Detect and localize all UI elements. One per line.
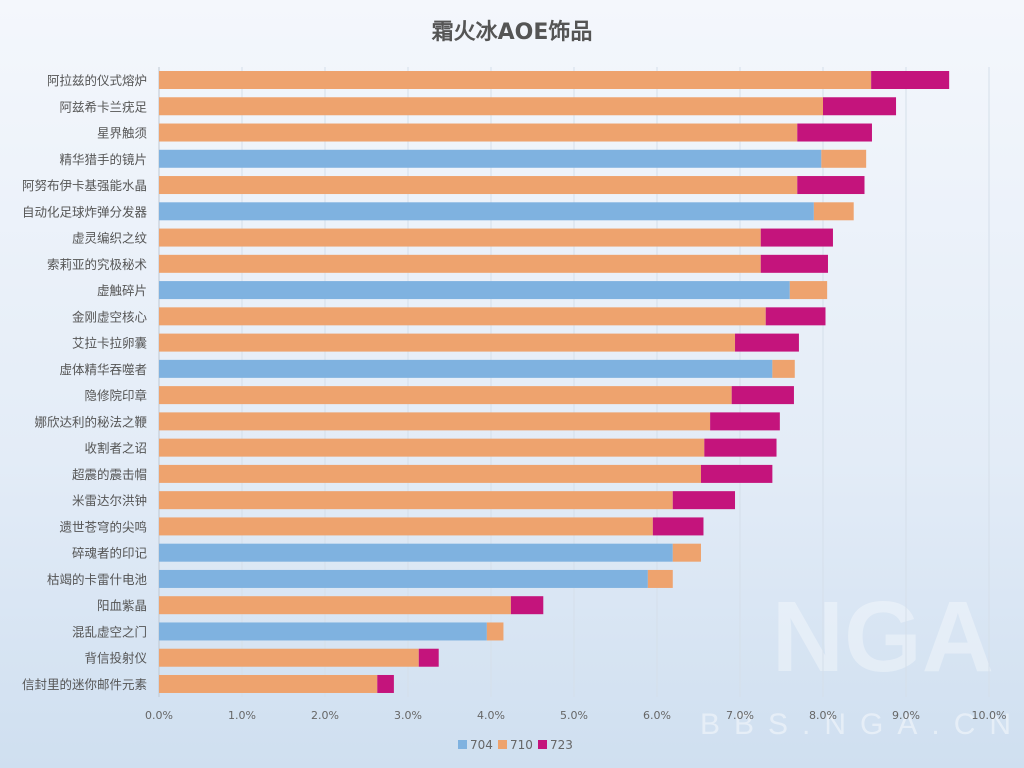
bar-710 (159, 386, 732, 405)
bar-710 (159, 333, 736, 352)
y-tick-label: 收割者之诏 (84, 441, 147, 456)
bar-723 (760, 228, 833, 247)
bar-710 (159, 176, 798, 195)
watermark-url: BBS.NGA.CN (700, 708, 1024, 741)
bar-710 (159, 307, 766, 326)
bar-710 (159, 596, 511, 615)
bar-704 (159, 622, 487, 641)
bar-710 (159, 491, 673, 510)
x-tick-label: 1.0% (228, 709, 256, 722)
y-tick-label: 背信投射仪 (84, 651, 147, 666)
bar-723 (871, 71, 950, 89)
bar-710 (159, 228, 761, 247)
x-tick-label: 9.0% (892, 709, 920, 722)
y-tick-label: 艾拉卡拉卵囊 (72, 336, 147, 351)
bar-710 (159, 464, 701, 483)
bar-710 (772, 359, 795, 378)
bar-704 (159, 359, 773, 378)
bar-710 (486, 622, 504, 641)
y-tick-label: 虚灵编织之纹 (72, 231, 148, 246)
y-tick-label: 隐修院印章 (84, 388, 147, 403)
bar-723 (704, 438, 777, 457)
x-tick-label: 5.0% (560, 709, 588, 722)
x-tick-label: 6.0% (643, 709, 671, 722)
y-tick-label: 虚体精华吞噬者 (59, 362, 147, 377)
bar-710 (159, 438, 705, 457)
y-tick-label: 阿拉兹的仪式熔炉 (47, 73, 147, 88)
y-tick-label: 自动化足球炸弹分发器 (22, 204, 148, 219)
x-tick-label: 7.0% (726, 709, 754, 722)
bar-723 (797, 123, 872, 142)
y-tick-label: 米雷达尔洪钟 (72, 493, 147, 508)
bar-723 (652, 517, 704, 536)
bar-710 (159, 412, 711, 431)
bar-710 (159, 97, 823, 116)
bar-710 (159, 254, 761, 273)
bar-710 (672, 543, 701, 562)
bar-704 (159, 202, 814, 221)
y-tick-label: 碎魂者的印记 (72, 546, 148, 561)
x-tick-label: 2.0% (311, 709, 339, 722)
bar-704 (159, 281, 790, 300)
y-tick-label: 精华猎手的镜片 (59, 152, 147, 167)
chart-title: 霜火冰AOE饰品 (431, 20, 593, 45)
legend-swatch-704 (458, 740, 467, 749)
y-tick-label: 超震的震击帽 (72, 467, 147, 482)
bar-723 (710, 412, 780, 431)
bar-723 (760, 254, 828, 273)
y-tick-label: 虚触碎片 (97, 283, 147, 298)
bar-710 (159, 648, 419, 667)
bar-723 (823, 97, 897, 116)
legend-swatch-710 (498, 740, 507, 749)
legend-label: 723 (550, 738, 573, 752)
x-tick-label: 3.0% (394, 709, 422, 722)
y-tick-label: 遗世苍穹的尖鸣 (59, 519, 147, 534)
bar-704 (159, 569, 648, 588)
bar-710 (159, 674, 378, 693)
bar-723 (700, 464, 773, 483)
bar-710 (789, 281, 828, 300)
y-tick-label: 信封里的迷你邮件元素 (22, 677, 147, 692)
bar-723 (418, 648, 439, 667)
y-tick-label: 混乱虚空之门 (72, 624, 147, 639)
legend-label: 704 (470, 738, 493, 752)
bar-710 (647, 569, 673, 588)
watermark-logo: NGA (771, 581, 994, 693)
bar-723 (510, 596, 544, 615)
x-tick-label: 0.0% (145, 709, 173, 722)
bar-710 (159, 517, 653, 536)
bar-710 (159, 71, 872, 89)
bar-723 (797, 176, 865, 195)
bar-704 (159, 149, 822, 168)
bar-710 (821, 149, 867, 168)
y-tick-label: 枯竭的卡雷什电池 (47, 572, 148, 587)
bar-710 (813, 202, 854, 221)
y-tick-label: 阳血紫晶 (97, 598, 147, 613)
bar-723 (672, 491, 736, 510)
y-tick-label: 星界触须 (97, 126, 148, 141)
x-tick-label: 4.0% (477, 709, 505, 722)
bar-723 (735, 333, 799, 352)
y-tick-label: 索莉亚的究极秘术 (47, 257, 148, 272)
y-tick-label: 阿努布伊卡基强能水晶 (22, 178, 147, 193)
x-tick-label: 10.0% (972, 709, 1007, 722)
bar-723 (377, 674, 394, 693)
legend-swatch-723 (538, 740, 547, 749)
y-tick-label: 阿兹希卡兰疣足 (59, 99, 147, 114)
bar-723 (731, 386, 794, 405)
x-tick-label: 8.0% (809, 709, 837, 722)
y-tick-label: 娜欣达利的秘法之鞭 (34, 414, 147, 429)
bar-710 (159, 123, 798, 142)
y-tick-label: 金刚虚空核心 (72, 309, 148, 324)
legend-label: 710 (510, 738, 533, 752)
bar-704 (159, 543, 673, 562)
bar-723 (765, 307, 826, 326)
